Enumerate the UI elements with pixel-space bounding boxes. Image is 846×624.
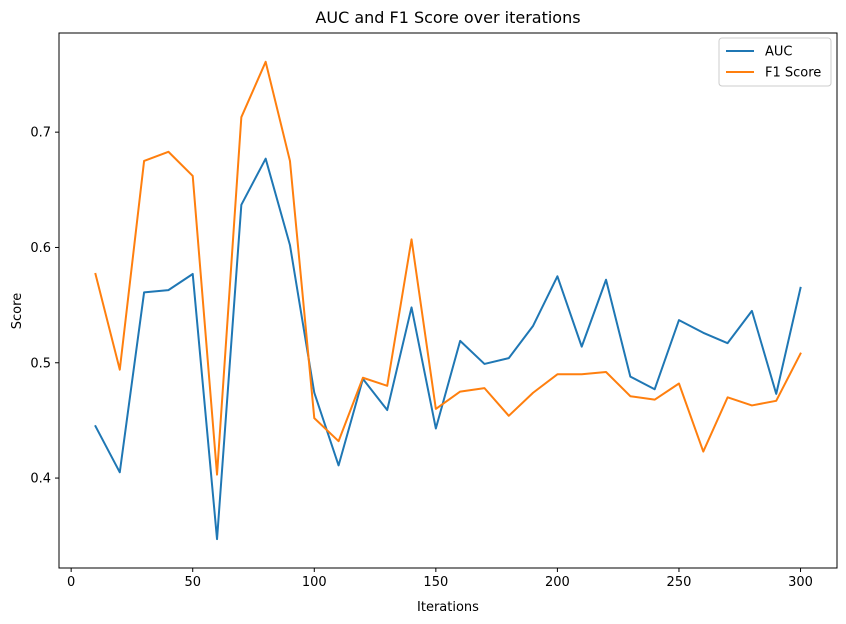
y-tick-label: 0.4 (30, 472, 51, 487)
legend: AUC F1 Score (718, 37, 832, 87)
axes-frame (58, 32, 838, 569)
x-tick-label: 250 (667, 575, 692, 590)
plot-area: 0 50 100 150 200 250 300 0.4 0.5 0.6 0.7 (30, 32, 838, 590)
x-tick-label: 200 (545, 575, 570, 590)
x-axis-label: Iterations (417, 600, 479, 615)
y-tick-label: 0.5 (30, 356, 51, 371)
x-tick-label: 150 (423, 575, 448, 590)
x-tick-label: 50 (184, 575, 201, 590)
legend-label-1: F1 Score (765, 66, 821, 81)
x-tick-label: 0 (67, 575, 75, 590)
series-line-1 (94, 60, 802, 476)
x-tick-label: 100 (302, 575, 327, 590)
x-tick-label: 300 (788, 575, 813, 590)
y-tick-label: 0.7 (30, 126, 51, 141)
legend-label-0: AUC (765, 45, 793, 60)
chart-title: AUC and F1 Score over iterations (315, 8, 580, 27)
y-tick-label: 0.6 (30, 241, 51, 256)
series-line-0 (94, 157, 802, 541)
y-axis-label: Score (10, 293, 25, 329)
